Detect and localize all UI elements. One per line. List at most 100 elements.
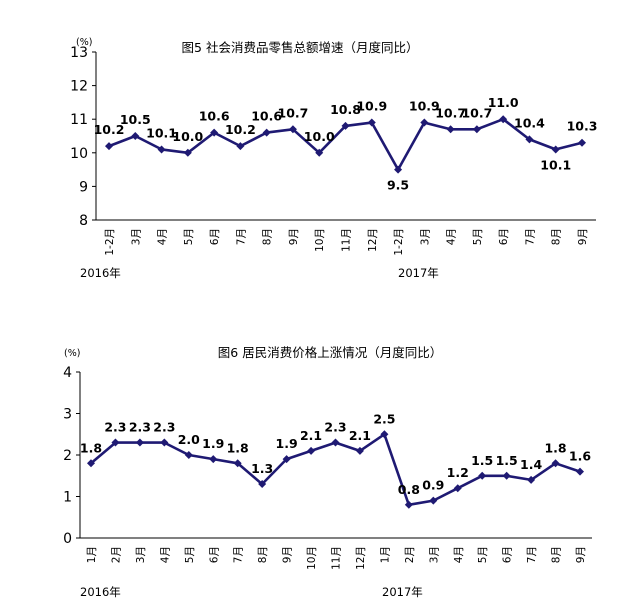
chart1-data-point (420, 118, 429, 127)
chart1-data-label: 10.6 (199, 109, 230, 124)
chart1-x-tick-label: 7月 (524, 228, 536, 245)
chart2-x-tick-label: 9月 (575, 546, 587, 563)
chart2-data-point (478, 471, 487, 480)
chart2-y-tick-label: 0 (63, 531, 72, 547)
chart2-data-label: 1.5 (496, 453, 518, 468)
chart1-x-tick-label: 6月 (209, 228, 221, 245)
chart2-data-point (380, 430, 389, 439)
chart2-x-tick-label: 12月 (355, 546, 367, 570)
chart-retail-sales: 图5 社会消费品零售总额增速（月度同比） (%) 8 9 10 11 12 13 1-2月… (70, 37, 597, 280)
chart1-data-point (578, 138, 586, 147)
chart1-data-label: 10.9 (356, 99, 387, 114)
chart2-y-tick-label: 3 (63, 407, 72, 423)
chart1-y-tick-label: 10 (70, 146, 88, 162)
chart1-x-tick-label: 3月 (419, 228, 431, 245)
chart2-data-point (576, 467, 584, 476)
chart1-title: 图5 社会消费品零售总额增速（月度同比） (182, 40, 419, 55)
chart1-data-label: 10.7 (278, 105, 309, 120)
chart2-x-tick-label: 4月 (453, 546, 465, 563)
chart2-y-tick-label: 4 (63, 365, 72, 381)
chart2-x-tick-label: 6月 (502, 546, 514, 563)
chart1-data-point (499, 115, 508, 124)
chart1-data-label: 10.8 (330, 102, 361, 117)
chart1-data-point (472, 125, 481, 134)
chart2-x-tick-label: 4月 (159, 546, 171, 563)
chart2-data-point (429, 496, 438, 505)
chart1-data-label: 9.5 (387, 178, 409, 193)
chart2-data-label: 1.5 (471, 453, 493, 468)
chart1-data-label: 10.3 (567, 119, 598, 134)
chart1-data-point (341, 121, 350, 130)
chart1-x-tick-label: 4月 (157, 228, 169, 245)
chart2-data-point (331, 438, 340, 447)
chart2-data-point (282, 455, 291, 464)
chart2-x-tick-label: 5月 (184, 546, 196, 563)
chart1-data-point (367, 118, 376, 127)
chart1-data-point (394, 165, 403, 174)
chart1-x-tick-label: 8月 (262, 228, 274, 245)
chart1-data-point (315, 148, 324, 157)
chart2-data-point (233, 459, 242, 468)
chart2-data-label: 1.6 (569, 449, 591, 464)
chart1-data-label: 10.4 (514, 115, 545, 130)
chart1-data-point (525, 135, 534, 144)
chart1-data-label: 10.9 (409, 99, 440, 114)
chart1-data-label: 10.0 (304, 129, 335, 144)
chart2-x-tick-label: 3月 (428, 546, 440, 563)
chart2-data-point (209, 455, 218, 464)
chart2-x-tick-label: 11月 (331, 546, 343, 570)
chart1-data-point (131, 132, 140, 140)
chart2-data-label: 2.1 (349, 428, 371, 443)
chart1-data-point (551, 145, 560, 154)
chart2-data-label: 1.8 (227, 440, 249, 455)
chart2-x-tick-label: 10月 (306, 546, 318, 570)
chart1-x-tick-label: 10月 (314, 228, 326, 252)
chart2-x-tick-label: 2月 (110, 546, 122, 563)
chart2-data-point (307, 446, 316, 455)
chart1-x-tick-label: 9月 (288, 228, 300, 245)
chart1-y-tick-label: 11 (70, 112, 88, 128)
chart1-x-tick-label: 12月 (367, 228, 379, 252)
chart2-data-label: 1.4 (520, 457, 542, 472)
chart2-data-point (404, 500, 413, 509)
chart1-markers (105, 115, 586, 174)
chart2-x-tick-label: 5月 (477, 546, 489, 563)
chart2-data-label: 1.9 (276, 436, 298, 451)
chart2-markers (87, 430, 584, 509)
chart2-x-tick-label: 7月 (233, 546, 245, 563)
chart1-data-label: 10.0 (172, 129, 203, 144)
chart2-data-label: 2.3 (104, 420, 126, 435)
chart1-x-tick-label: 3月 (130, 228, 142, 245)
chart1-data-point (236, 142, 245, 151)
chart2-data-point (111, 438, 120, 447)
chart2-data-point (453, 484, 462, 493)
chart2-data-label: 1.8 (80, 440, 102, 455)
chart1-x-ticks: 1-2月 3月 4月 5月 6月 7月 8月 9月 10月 11月 12月 1-2月 3月 4月 5月 6月 7… (104, 228, 589, 256)
chart1-y-ticks: 8 9 10 11 12 13 (70, 45, 96, 229)
chart1-x-tick-label: 5月 (472, 228, 484, 245)
chart2-data-label: 1.3 (251, 461, 273, 476)
chart2-data-label: 1.2 (447, 465, 469, 480)
chart1-x-tick-label: 7月 (235, 228, 247, 245)
chart1-data-label: 11.0 (488, 95, 519, 110)
chart2-x-tick-label: 7月 (526, 546, 538, 563)
chart2-data-label: 0.8 (398, 482, 420, 497)
chart2-data-point (355, 446, 364, 455)
chart1-x-tick-label: 1-2月 (104, 228, 116, 256)
chart2-data-label: 2.0 (178, 432, 200, 447)
chart2-x-tick-label: 8月 (257, 546, 269, 563)
chart2-data-label: 2.1 (300, 428, 322, 443)
chart2-x-tick-label: 9月 (282, 546, 294, 563)
chart1-y-tick-label: 13 (70, 45, 88, 61)
chart1-data-point (157, 145, 166, 154)
chart2-year-2016: 2016年 (80, 585, 121, 599)
chart2-data-label: 2.3 (153, 420, 175, 435)
chart2-year-2017: 2017年 (382, 585, 423, 599)
chart2-data-point (160, 438, 169, 447)
chart2-x-ticks: 1月 2月 3月 4月 5月 6月 7月 8月 9月 10月 11月 12月 1月 2月 3月 4月 5月 6月 7… (86, 546, 587, 570)
chart2-data-label: 2.3 (324, 420, 346, 435)
chart1-data-point (262, 128, 271, 137)
chart2-data-label: 1.9 (202, 436, 224, 451)
chart2-title: 图6 居民消费价格上涨情况（月度同比） (218, 345, 442, 360)
